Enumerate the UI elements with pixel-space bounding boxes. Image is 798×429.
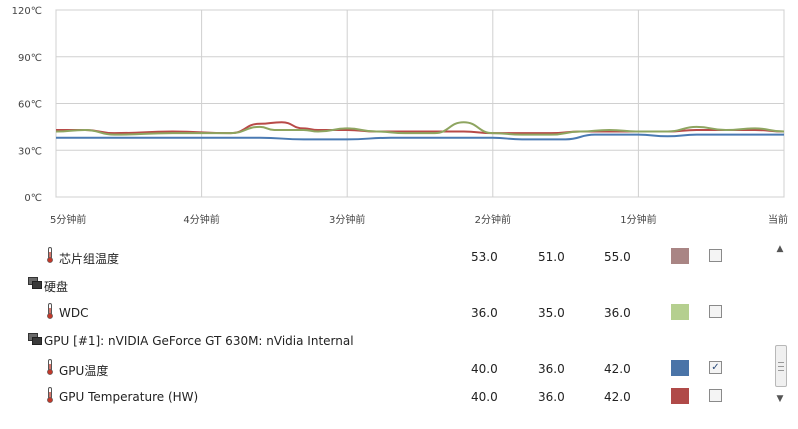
sensor-row[interactable]: GPU Temperature (HW) 40.0 36.0 42.0 xyxy=(0,383,770,411)
sensor-label: GPU Temperature (HW) xyxy=(59,390,199,404)
scroll-grip-icon xyxy=(778,362,784,371)
scroll-thumb[interactable] xyxy=(775,345,787,387)
min-value: 35.0 xyxy=(538,306,565,320)
sensor-label: 芯片组温度 xyxy=(59,252,120,266)
x-tick-label: 5分钟前 xyxy=(50,213,86,226)
min-value: 36.0 xyxy=(538,390,565,404)
y-axis-ticks: 120℃ 90℃ 60℃ 30℃ 0℃ xyxy=(12,6,42,204)
current-value: 36.0 xyxy=(471,306,498,320)
thermometer-icon xyxy=(47,387,53,406)
y-tick-label: 60℃ xyxy=(18,100,42,111)
sensor-label: WDC xyxy=(59,306,89,320)
max-value: 55.0 xyxy=(604,250,631,264)
min-value: 51.0 xyxy=(538,250,565,264)
sensor-row[interactable]: GPU温度 40.0 36.0 42.0 ✓ xyxy=(0,355,770,383)
series-line-1 xyxy=(55,133,784,141)
y-tick-label: 30℃ xyxy=(18,146,42,157)
show-graph-checkbox[interactable] xyxy=(709,249,722,262)
x-tick-label: 2分钟前 xyxy=(475,213,511,226)
max-value: 42.0 xyxy=(604,390,631,404)
device-group-icon xyxy=(28,277,42,292)
group-label: GPU [#1]: nVIDIA GeForce GT 630M: nVidia… xyxy=(44,334,354,348)
x-tick-label: 4分钟前 xyxy=(183,213,219,226)
chart-series xyxy=(55,121,785,141)
show-graph-checkbox[interactable] xyxy=(709,389,722,402)
thermometer-icon xyxy=(47,303,53,322)
y-tick-label: 90℃ xyxy=(18,53,42,64)
group-row[interactable]: GPU [#1]: nVIDIA GeForce GT 630M: nVidia… xyxy=(0,327,770,355)
y-tick-label: 120℃ xyxy=(12,6,42,17)
sensor-row[interactable]: WDC 36.0 35.0 36.0 xyxy=(0,299,770,327)
color-swatch[interactable] xyxy=(671,304,689,320)
scroll-down-arrow-icon[interactable]: ▼ xyxy=(776,394,784,404)
group-label: 硬盘 xyxy=(44,280,69,294)
color-swatch[interactable] xyxy=(671,388,689,404)
thermometer-icon xyxy=(47,359,53,378)
show-graph-checkbox[interactable] xyxy=(709,305,722,318)
current-value: 40.0 xyxy=(471,362,498,376)
thermometer-icon xyxy=(47,247,53,266)
sensor-label: GPU温度 xyxy=(59,364,109,378)
current-value: 53.0 xyxy=(471,250,498,264)
color-swatch[interactable] xyxy=(671,248,689,264)
x-tick-label: 3分钟前 xyxy=(329,213,365,226)
current-value: 40.0 xyxy=(471,390,498,404)
scroll-up-arrow-icon[interactable]: ▲ xyxy=(776,244,784,254)
show-graph-checkbox[interactable]: ✓ xyxy=(709,361,722,374)
y-tick-label: 0℃ xyxy=(24,193,42,204)
vertical-scrollbar[interactable]: ▲ ▼ xyxy=(772,238,788,410)
x-tick-label: 当前 xyxy=(768,213,788,226)
x-axis-ticks: 5分钟前 4分钟前 3分钟前 2分钟前 1分钟前 当前 xyxy=(50,213,788,226)
device-group-icon xyxy=(28,333,42,348)
sensor-list: 芯片组温度 53.0 51.0 55.0 硬盘 WDC 36.0 35.0 36… xyxy=(0,238,770,429)
group-row[interactable]: 硬盘 xyxy=(0,271,770,299)
max-value: 36.0 xyxy=(604,306,631,320)
sensor-row[interactable]: 芯片组温度 53.0 51.0 55.0 xyxy=(0,243,770,271)
max-value: 42.0 xyxy=(604,362,631,376)
chart-grid xyxy=(55,9,785,198)
x-tick-label: 1分钟前 xyxy=(620,213,656,226)
temperature-chart: 120℃ 90℃ 60℃ 30℃ 0℃ 5分钟前 4分钟前 3分钟前 2分钟前 1分钟前 当前 xyxy=(12,6,788,226)
min-value: 36.0 xyxy=(538,362,565,376)
color-swatch[interactable] xyxy=(671,360,689,376)
series-line-3 xyxy=(55,121,785,136)
